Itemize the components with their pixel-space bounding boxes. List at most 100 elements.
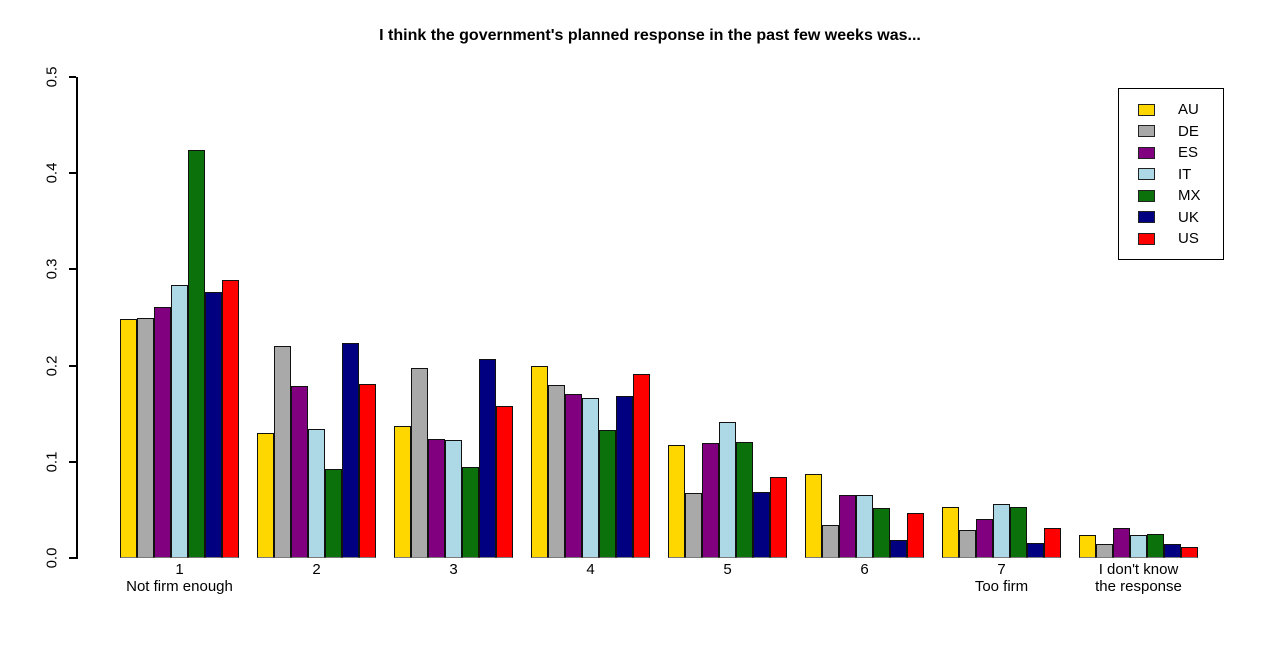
bar-UK-1 bbox=[205, 292, 222, 558]
bar-AU-7 bbox=[942, 507, 959, 558]
legend-swatch-UK bbox=[1138, 211, 1155, 223]
bar-AU-5 bbox=[668, 445, 685, 558]
y-tick-mark bbox=[69, 460, 76, 463]
bar-ES-7 bbox=[976, 519, 993, 558]
bar-ES-3 bbox=[428, 439, 445, 558]
legend-box: AU DE ES IT MX UK US bbox=[1118, 88, 1224, 260]
x-tick-label-1: 1 bbox=[175, 561, 184, 578]
bar-MX-1 bbox=[188, 150, 205, 558]
bar-UK-2 bbox=[342, 343, 359, 558]
y-tick-label: 0.2 bbox=[43, 355, 61, 377]
y-tick-label: 0.5 bbox=[43, 66, 61, 88]
legend-label-UK: UK bbox=[1178, 208, 1199, 226]
bar-group-5 bbox=[668, 422, 787, 558]
y-axis-line bbox=[76, 77, 78, 559]
legend-swatch-MX bbox=[1138, 189, 1155, 202]
bar-US-1 bbox=[222, 280, 239, 558]
bar-AU-2 bbox=[257, 433, 274, 558]
y-tick-mark bbox=[69, 364, 76, 367]
legend-label-MX: MX bbox=[1178, 187, 1201, 204]
legend-item-US: US bbox=[1138, 228, 1223, 250]
bar-group-1 bbox=[120, 150, 239, 558]
legend-label-US: US bbox=[1178, 230, 1199, 247]
bar-MX-6 bbox=[873, 508, 890, 558]
bar-US-3 bbox=[496, 406, 513, 558]
bar-UK-8 bbox=[1164, 544, 1181, 558]
bar-DE-4 bbox=[548, 385, 565, 558]
chart-title: I think the government's planned respons… bbox=[379, 27, 921, 44]
y-tick-mark bbox=[69, 268, 76, 271]
legend-item-DE: DE bbox=[1138, 120, 1223, 142]
y-tick-label: 0.4 bbox=[43, 162, 61, 184]
x-tick-sublabel-1: Not firm enough bbox=[126, 578, 233, 595]
bar-DE-7 bbox=[959, 530, 976, 558]
bar-DE-6 bbox=[822, 525, 839, 558]
bar-DE-5 bbox=[685, 493, 702, 558]
bar-MX-4 bbox=[599, 430, 616, 558]
bar-ES-1 bbox=[154, 307, 171, 558]
x-tick-label-2: 2 bbox=[312, 561, 321, 578]
bar-IT-4 bbox=[582, 398, 599, 558]
bar-ES-8 bbox=[1113, 528, 1130, 558]
bar-MX-7 bbox=[1010, 507, 1027, 558]
legend-item-IT: IT bbox=[1138, 163, 1223, 185]
bar-MX-8 bbox=[1147, 534, 1164, 558]
bar-ES-5 bbox=[702, 443, 719, 558]
legend-label-ES: ES bbox=[1178, 144, 1199, 161]
bar-MX-5 bbox=[736, 442, 753, 558]
bar-AU-4 bbox=[531, 366, 548, 558]
bar-ES-2 bbox=[291, 386, 308, 558]
legend-swatch-ES bbox=[1138, 146, 1155, 159]
bar-ES-4 bbox=[565, 394, 582, 558]
legend-swatch-AU bbox=[1138, 103, 1155, 116]
bar-UK-7 bbox=[1027, 543, 1044, 558]
bar-US-5 bbox=[770, 477, 787, 558]
bar-UK-6 bbox=[890, 540, 907, 558]
x-tick-label-6: 6 bbox=[860, 561, 869, 578]
bar-DE-1 bbox=[137, 318, 154, 558]
bar-IT-5 bbox=[719, 422, 736, 558]
bar-UK-4 bbox=[616, 396, 633, 558]
x-tick-label-8: I don't know bbox=[1098, 561, 1179, 578]
bar-group-3 bbox=[394, 359, 513, 558]
bar-MX-3 bbox=[462, 467, 479, 558]
bar-IT-7 bbox=[993, 504, 1010, 558]
bar-DE-2 bbox=[274, 346, 291, 558]
x-tick-label-5: 5 bbox=[723, 561, 732, 578]
bar-DE-8 bbox=[1096, 544, 1113, 558]
bar-IT-6 bbox=[856, 495, 873, 558]
bar-DE-3 bbox=[411, 368, 428, 558]
x-tick-sublabel-7: Too firm bbox=[974, 578, 1029, 595]
legend-swatch-IT bbox=[1138, 168, 1155, 180]
bar-group-7 bbox=[942, 504, 1061, 558]
bar-AU-1 bbox=[120, 319, 137, 558]
bar-group-2 bbox=[257, 343, 376, 558]
y-tick-label: 0.1 bbox=[43, 451, 61, 473]
bar-IT-3 bbox=[445, 440, 462, 558]
bar-IT-8 bbox=[1130, 535, 1147, 558]
bar-US-7 bbox=[1044, 528, 1061, 558]
legend-label-DE: DE bbox=[1178, 122, 1199, 140]
legend-item-UK: UK bbox=[1138, 206, 1223, 228]
y-tick-mark bbox=[69, 76, 76, 78]
bar-US-2 bbox=[359, 384, 376, 558]
x-tick-label-7: 7 bbox=[997, 561, 1006, 578]
bar-UK-3 bbox=[479, 359, 496, 558]
bar-group-4 bbox=[531, 366, 650, 558]
y-tick-mark bbox=[69, 557, 76, 559]
x-tick-sublabel-8: the response bbox=[1095, 578, 1182, 595]
x-tick-label-4: 4 bbox=[586, 561, 595, 578]
bar-US-6 bbox=[907, 513, 924, 558]
legend-label-IT: IT bbox=[1178, 165, 1192, 183]
bar-US-4 bbox=[633, 374, 650, 558]
bar-AU-6 bbox=[805, 474, 822, 558]
legend-swatch-US bbox=[1138, 232, 1155, 245]
legend-label-AU: AU bbox=[1178, 101, 1199, 118]
y-tick-label: 0.3 bbox=[43, 258, 61, 280]
bar-IT-2 bbox=[308, 429, 325, 558]
legend-item-MX: MX bbox=[1138, 185, 1223, 207]
y-tick-mark bbox=[69, 172, 76, 175]
x-tick-label-3: 3 bbox=[449, 561, 458, 578]
y-tick-label: 0.0 bbox=[43, 547, 61, 569]
bar-MX-2 bbox=[325, 469, 342, 558]
